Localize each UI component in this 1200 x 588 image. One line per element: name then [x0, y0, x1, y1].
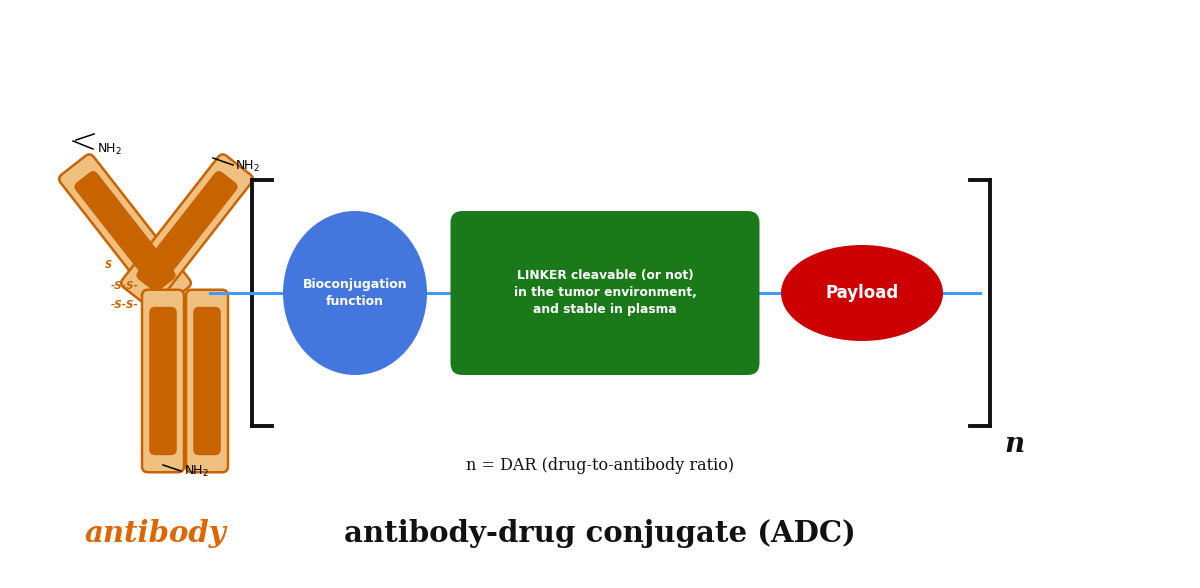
Text: NH$_2$: NH$_2$ — [97, 142, 122, 156]
Ellipse shape — [781, 245, 943, 341]
Text: antibody-drug conjugate (ADC): antibody-drug conjugate (ADC) — [344, 519, 856, 547]
Text: antibody: antibody — [84, 519, 226, 547]
FancyBboxPatch shape — [137, 171, 238, 291]
FancyBboxPatch shape — [59, 154, 191, 308]
Text: LINKER cleavable (or not)
in the tumor environment,
and stable in plasma: LINKER cleavable (or not) in the tumor e… — [514, 269, 696, 316]
Text: S: S — [169, 260, 176, 270]
FancyBboxPatch shape — [193, 307, 221, 455]
FancyBboxPatch shape — [74, 171, 175, 291]
FancyBboxPatch shape — [121, 154, 253, 308]
Text: S: S — [104, 260, 112, 270]
Text: -S-S-: -S-S- — [112, 281, 139, 291]
FancyBboxPatch shape — [450, 211, 760, 375]
Text: Payload: Payload — [826, 284, 899, 302]
Text: -S-S-: -S-S- — [112, 300, 139, 310]
Ellipse shape — [283, 211, 427, 375]
FancyBboxPatch shape — [149, 307, 176, 455]
Text: n = DAR (drug-to-antibody ratio): n = DAR (drug-to-antibody ratio) — [466, 457, 734, 475]
Text: Bioconjugation
function: Bioconjugation function — [302, 278, 407, 308]
Text: NH$_2$: NH$_2$ — [184, 463, 209, 479]
FancyBboxPatch shape — [142, 290, 184, 472]
Text: NH$_2$: NH$_2$ — [235, 158, 260, 173]
FancyBboxPatch shape — [186, 290, 228, 472]
Text: n: n — [1004, 431, 1024, 458]
